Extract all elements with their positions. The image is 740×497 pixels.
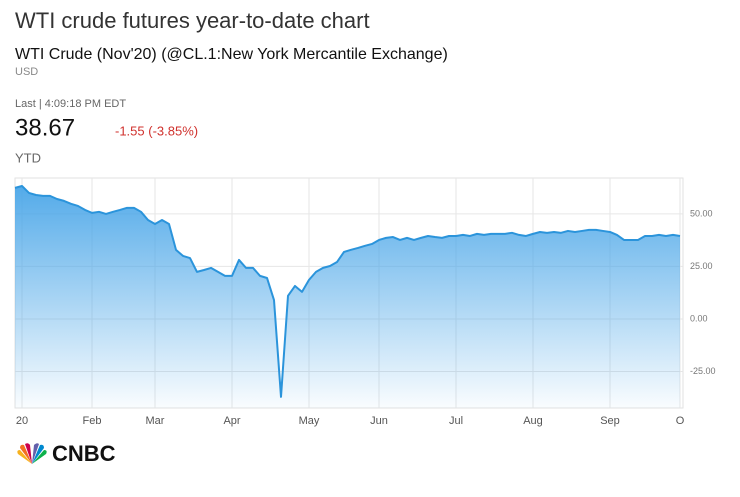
x-tick-label: Apr [223,415,240,427]
x-tick-label: Jul [449,415,463,427]
subtitle: WTI Crude (Nov'20) (@CL.1:New York Merca… [15,46,448,63]
line [14,184,681,398]
y-tick-label: 0.00 [690,313,708,323]
x-tick-label: Jun [370,415,388,427]
x-tick-label: Mar [146,415,165,427]
chart-title: WTI crude futures year-to-date chart [15,8,370,33]
x-tick-label: 20 [16,415,28,427]
last-label: Last | 4:09:18 PM EDT [15,98,126,110]
last-price: 38.67 [15,114,75,141]
y-tick-label: 25.00 [690,261,713,271]
x-tick-label: May [299,415,320,427]
x-tick-label: O [676,415,685,427]
range-label: YTD [15,150,41,165]
logo-text: CNBC [52,441,116,466]
currency: USD [15,66,38,78]
x-tick-label: Aug [523,415,543,427]
y-tick-label: 50.00 [690,208,713,218]
x-tick-label: Sep [600,415,620,427]
plot: 50.00 25.00 0.00 -25.00 20 Feb Mar Apr May Jun Jul… [14,177,716,427]
area [15,185,680,408]
change: -1.55 (-3.85%) [115,123,198,138]
x-tick-label: Feb [83,415,102,427]
logo-icon [17,443,47,464]
y-tick-label: -25.00 [690,366,716,376]
